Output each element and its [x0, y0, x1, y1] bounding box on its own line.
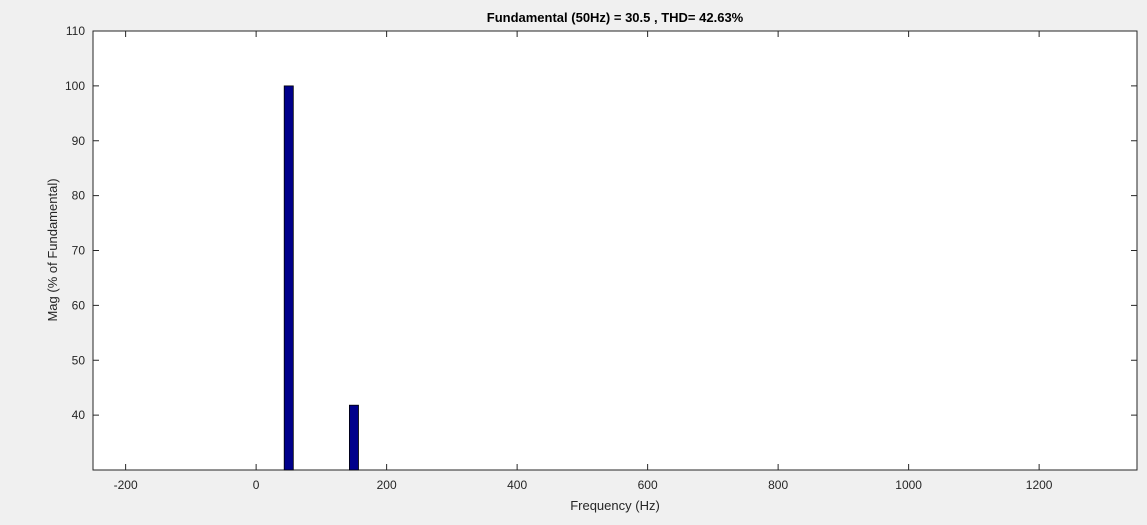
- y-tick-label: 110: [66, 24, 85, 38]
- x-tick-label: 200: [377, 478, 397, 492]
- y-tick-label: 60: [72, 298, 86, 312]
- bar-50hz: [283, 85, 294, 471]
- x-tick-label: 0: [253, 478, 260, 492]
- y-tick-label: 50: [72, 353, 86, 367]
- x-tick-label: 400: [507, 478, 527, 492]
- y-tick-label: 90: [72, 134, 86, 148]
- x-tick-label: 600: [638, 478, 658, 492]
- y-tick-label: 70: [72, 244, 86, 258]
- y-tick-label: 80: [72, 189, 86, 203]
- y-axis-title: Mag (% of Fundamental): [45, 178, 60, 321]
- x-tick-label: 800: [768, 478, 788, 492]
- bar-150hz: [348, 404, 359, 471]
- bars-layer: [283, 85, 359, 471]
- x-tick-label: 1200: [1026, 478, 1053, 492]
- x-tick-label: -200: [114, 478, 138, 492]
- x-tick-label: 1000: [895, 478, 922, 492]
- plot-area: [92, 30, 1138, 471]
- x-axis-title: Frequency (Hz): [570, 498, 660, 513]
- y-tick-label: 100: [65, 79, 85, 93]
- ticks-layer: -200 0 200 400 600 800 1000 1200 40 50 60 70 80 90 100…: [65, 24, 1137, 492]
- chart-title: Fundamental (50Hz) = 30.5 , THD= 42.63%: [487, 10, 744, 25]
- y-tick-label: 40: [72, 408, 86, 422]
